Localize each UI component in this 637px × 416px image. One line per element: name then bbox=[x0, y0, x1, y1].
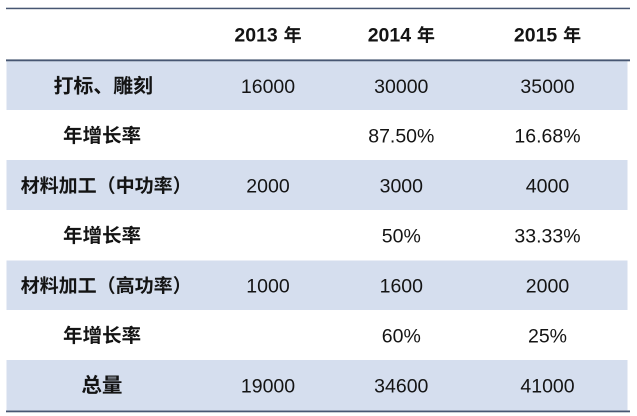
svg-text:1600: 1600 bbox=[380, 275, 424, 297]
svg-text:33.33%: 33.33% bbox=[514, 225, 580, 247]
svg-text:50%: 50% bbox=[382, 225, 421, 247]
svg-text:87.50%: 87.50% bbox=[368, 125, 434, 147]
svg-text:4000: 4000 bbox=[526, 175, 570, 197]
svg-text:2015: 2015 bbox=[514, 24, 558, 46]
svg-text:16000: 16000 bbox=[241, 76, 295, 98]
svg-text:16.68%: 16.68% bbox=[514, 125, 580, 147]
svg-text:2013: 2013 bbox=[234, 24, 278, 46]
svg-text:2000: 2000 bbox=[526, 275, 570, 297]
svg-text:2014: 2014 bbox=[368, 24, 412, 46]
svg-text:2000: 2000 bbox=[246, 175, 290, 197]
svg-text:34600: 34600 bbox=[374, 375, 428, 397]
svg-text:19000: 19000 bbox=[241, 375, 295, 397]
svg-text:35000: 35000 bbox=[520, 76, 574, 98]
svg-text:1000: 1000 bbox=[246, 275, 290, 297]
svg-text:41000: 41000 bbox=[520, 375, 574, 397]
svg-text:30000: 30000 bbox=[374, 76, 428, 98]
svg-text:25%: 25% bbox=[528, 325, 567, 347]
svg-text:60%: 60% bbox=[382, 325, 421, 347]
svg-text:3000: 3000 bbox=[380, 175, 424, 197]
